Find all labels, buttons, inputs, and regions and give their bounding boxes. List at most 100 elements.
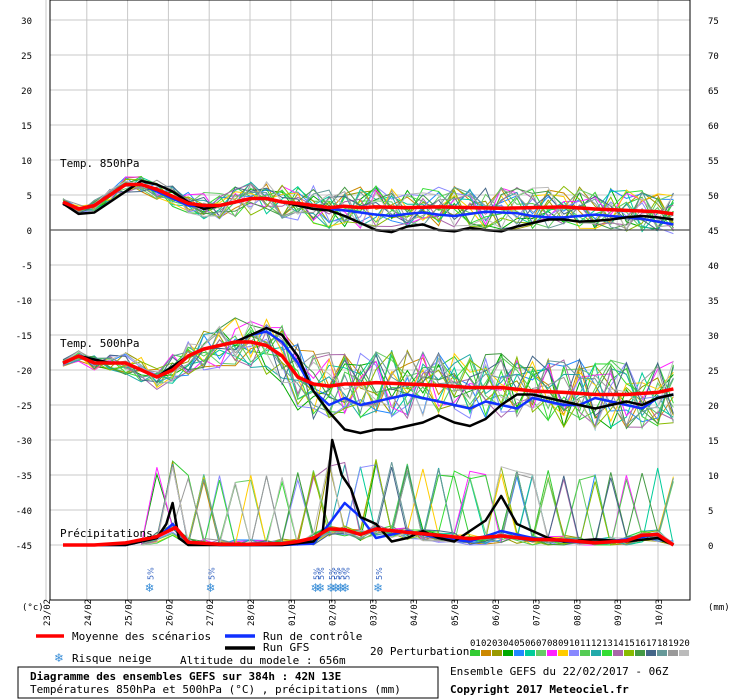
info-box <box>17 666 439 699</box>
perturbation-line-850 <box>62 183 674 230</box>
series-precip-run-gfs <box>63 438 674 547</box>
swatch-number: 14 <box>613 639 624 649</box>
date-tick-label: 10/03 <box>655 599 665 626</box>
legend: Moyenne des scénarios Run de contrôle Ru… <box>36 630 690 667</box>
right-tick-label: 0 <box>708 542 713 552</box>
swatch-number: 05 <box>514 639 525 649</box>
grid <box>45 0 690 600</box>
swatch-number: 06 <box>525 639 536 649</box>
snow-risk-percent: 5% <box>313 567 322 580</box>
date-tick-label: 09/03 <box>614 599 624 626</box>
perturbation-line-850 <box>62 185 674 231</box>
perturbation-swatches: 01 02 03 04 05 06 07 08 09 10 11 12 13 14 15 16 17 18 19 20 <box>470 639 690 656</box>
swatch-color <box>635 650 645 656</box>
swatch-color <box>492 650 502 656</box>
swatch-number: 18 <box>657 639 668 649</box>
snow-risk-percent: 5% <box>375 567 384 580</box>
swatch-number: 03 <box>492 639 503 649</box>
legend-snow-label: Risque neige <box>72 652 151 665</box>
left-tick-label: -15 <box>16 332 32 342</box>
left-tick-label: 0 <box>27 227 32 237</box>
snow-risk-percent: 5% <box>333 567 342 580</box>
swatch-color <box>481 650 491 656</box>
swatch-color <box>580 650 590 656</box>
legend-control-label: Run de contrôle <box>263 630 362 643</box>
right-tick-label: 65 <box>708 87 719 97</box>
run-info: Ensemble GEFS du 22/02/2017 - 06Z <box>450 665 669 678</box>
snowflake-icon: ❄ <box>315 581 325 595</box>
snowflake-icon: ❄ <box>336 581 346 595</box>
main-series <box>62 179 675 547</box>
swatch-color <box>646 650 656 656</box>
snowflake-icon: ❄ <box>326 581 336 595</box>
perturbation-line-850 <box>62 179 674 235</box>
date-tick-label: 02/03 <box>329 599 339 626</box>
left-tick-label: 30 <box>21 17 32 27</box>
swatch-number: 11 <box>580 639 591 649</box>
swatch-number: 02 <box>481 639 492 649</box>
perturbation-line-500 <box>62 330 674 428</box>
right-tick-label: 70 <box>708 52 719 62</box>
right-tick-label: 60 <box>708 122 719 132</box>
left-tick-label: 10 <box>21 157 32 167</box>
left-tick-label: -5 <box>21 262 32 272</box>
swatch-color <box>602 650 612 656</box>
right-tick-label: 35 <box>708 297 719 307</box>
right-tick-label: 25 <box>708 367 719 377</box>
right-tick-label: 20 <box>708 402 719 412</box>
right-tick-label: 50 <box>708 192 719 202</box>
right-tick-label: 55 <box>708 157 719 167</box>
snow-risk-percent: 5% <box>317 567 326 580</box>
snowflake-icon: ❄ <box>145 581 155 595</box>
plot-frame <box>49 0 691 601</box>
swatch-color <box>470 650 480 656</box>
snow-risk-percent: 5% <box>338 567 347 580</box>
section-label-500: Temp. 500hPa <box>60 337 139 350</box>
snowflake-icon: ❄ <box>373 581 383 595</box>
series-t850-moyenne-des-sc-narios <box>62 182 674 216</box>
swatch-color <box>591 650 601 656</box>
diagram-title: Diagramme des ensembles GEFS sur 384h : … <box>30 670 341 683</box>
date-tick-label: 24/02 <box>84 599 94 626</box>
snow-risk-percent: 5% <box>147 567 156 580</box>
swatch-number: 15 <box>624 639 635 649</box>
left-tick-label: -25 <box>16 402 32 412</box>
snow-risk-percent: 5% <box>208 567 217 580</box>
swatch-color <box>536 650 546 656</box>
swatch-color <box>525 650 535 656</box>
altitude-label: Altitude du modele : 656m <box>180 654 346 667</box>
snowflake-icon: ❄ <box>206 581 216 595</box>
snowflake-icon: ❄ <box>311 581 321 595</box>
left-tick-label: -45 <box>16 542 32 552</box>
right-tick-label: 10 <box>708 472 719 482</box>
snow-risk-percent: 5% <box>342 567 351 580</box>
series-t850-run-gfs <box>62 179 674 234</box>
left-tick-label: -20 <box>16 367 32 377</box>
section-label-850: Temp. 850hPa <box>60 157 139 170</box>
right-tick-label: 45 <box>708 227 719 237</box>
left-tick-label: -10 <box>16 297 32 307</box>
swatch-color <box>613 650 623 656</box>
legend-mean-label: Moyenne des scénarios <box>72 630 211 643</box>
perturbation-line-500 <box>62 331 674 432</box>
swatch-number: 01 <box>470 639 481 649</box>
swatch-color <box>668 650 678 656</box>
swatch-number: 12 <box>591 639 602 649</box>
date-tick-label: 01/03 <box>288 599 298 626</box>
right-tick-label: 15 <box>708 437 719 447</box>
swatch-color <box>547 650 557 656</box>
perturbation-line-500 <box>62 329 674 430</box>
left-tick-label: -40 <box>16 507 32 517</box>
perturbations-label: 20 Perturbations <box>370 645 476 658</box>
left-tick-label: 20 <box>21 87 32 97</box>
series-t850-run-de-contr-le <box>62 183 674 226</box>
right-tick-label: 75 <box>708 17 719 27</box>
date-tick-label: 03/03 <box>369 599 379 626</box>
right-tick-label: 40 <box>708 262 719 272</box>
perturbation-line-500 <box>62 329 674 428</box>
swatch-color <box>503 650 513 656</box>
perturbation-line-850 <box>62 179 674 230</box>
perturbation-line-500 <box>62 331 674 421</box>
